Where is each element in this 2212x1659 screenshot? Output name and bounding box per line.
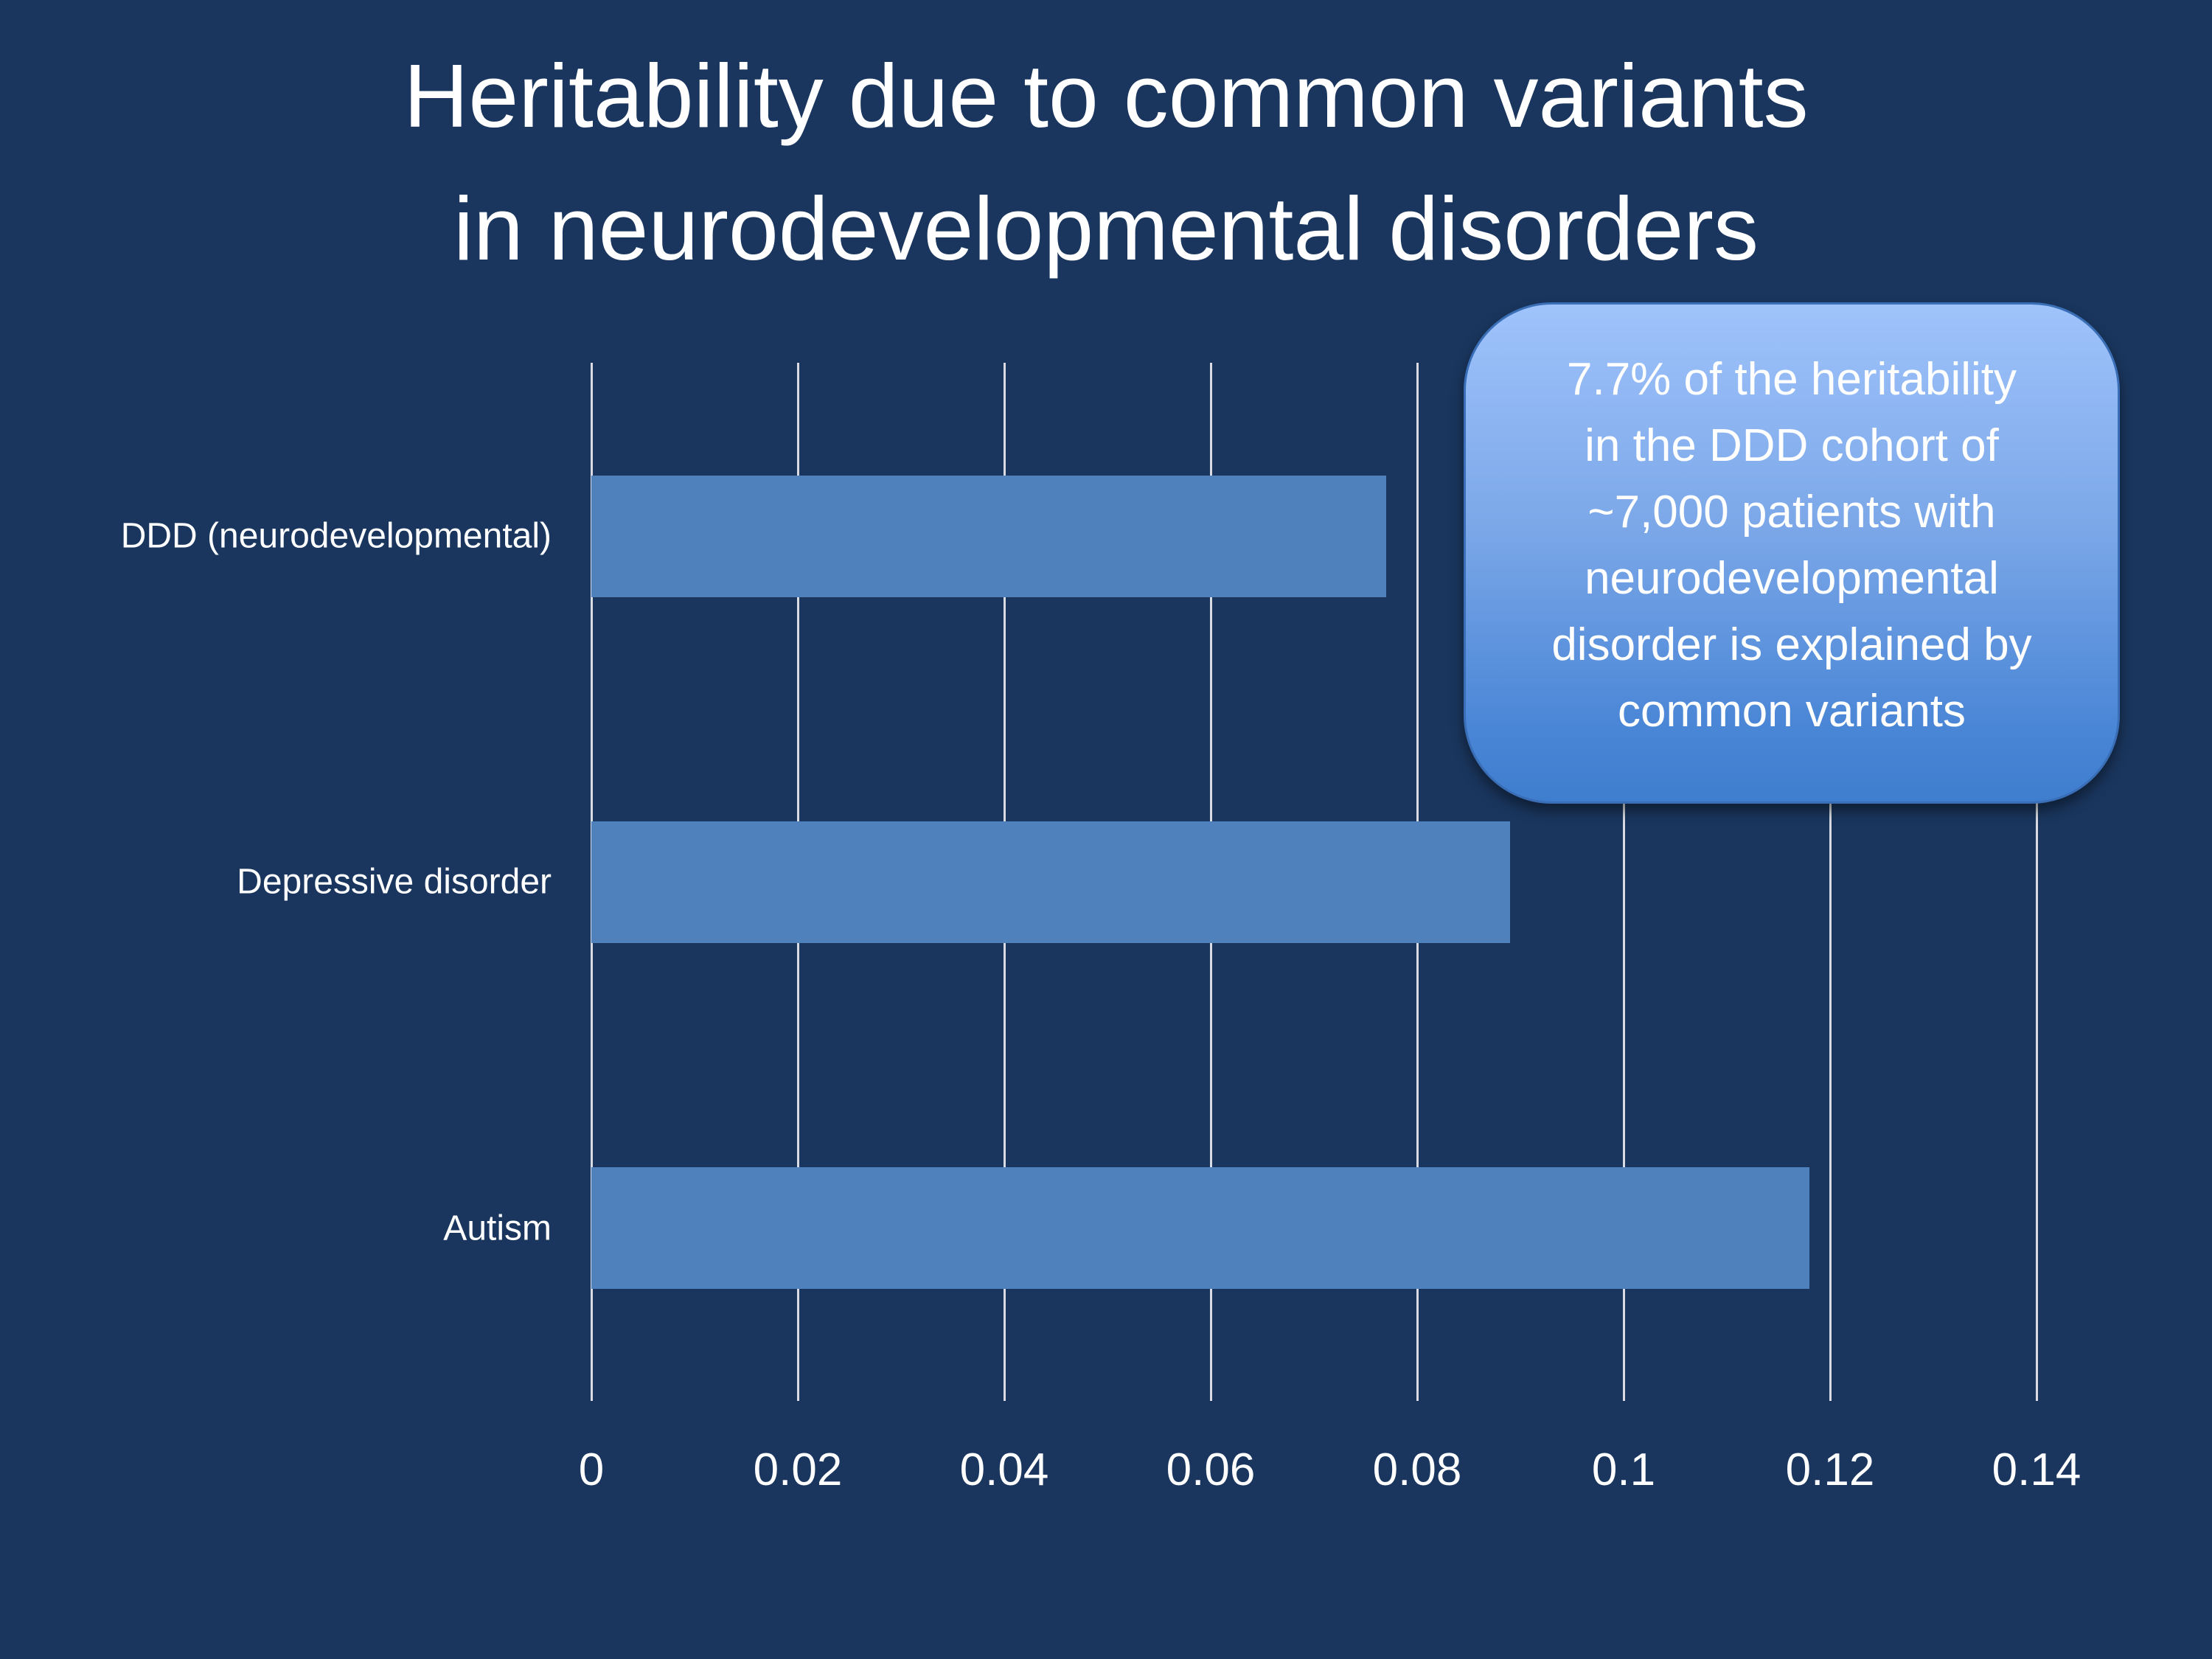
callout-line: disorder is explained by [1551,619,2032,670]
gridline-0.14 [2036,363,2038,1401]
bar-chart-plot-area [591,363,2038,1401]
callout-line: in the DDD cohort of [1585,420,1999,471]
callout-line: common variants [1617,686,1966,737]
category-label-autism: Autism [443,1208,552,1248]
gridline-0.12 [1829,363,1832,1401]
x-tick-label: 0 [578,1444,605,1495]
gridline-0.1 [1623,363,1625,1401]
bar-depressive-disorder [591,821,1510,943]
category-label-ddd: DDD (neurodevelopmental) [120,516,552,556]
annotation-callout-box: 7.7% of the heritability in the DDD coho… [1464,302,2120,804]
x-tick-label: 0.12 [1785,1444,1875,1495]
callout-line: ~7,000 patients with [1587,487,1996,538]
x-tick-label: 0.08 [1372,1444,1462,1495]
title-line-1: Heritability due to common variants [403,46,1809,146]
bar-ddd [591,476,1386,597]
x-tick-label: 0.1 [1591,1444,1656,1495]
title-line-2: in neurodevelopmental disorders [453,178,1759,279]
callout-line: 7.7% of the heritability [1566,354,2017,405]
x-tick-label: 0.14 [1992,1444,2081,1495]
bar-autism [591,1167,1809,1289]
x-tick-label: 0.06 [1166,1444,1256,1495]
x-tick-label: 0.04 [959,1444,1049,1495]
category-label-depressive-disorder: Depressive disorder [237,862,552,902]
slide-title: Heritability due to common variants in n… [0,29,2212,295]
x-tick-label: 0.02 [753,1444,843,1495]
callout-line: neurodevelopmental [1585,553,1999,604]
callout-text: 7.7% of the heritability in the DDD coho… [1551,347,2031,745]
